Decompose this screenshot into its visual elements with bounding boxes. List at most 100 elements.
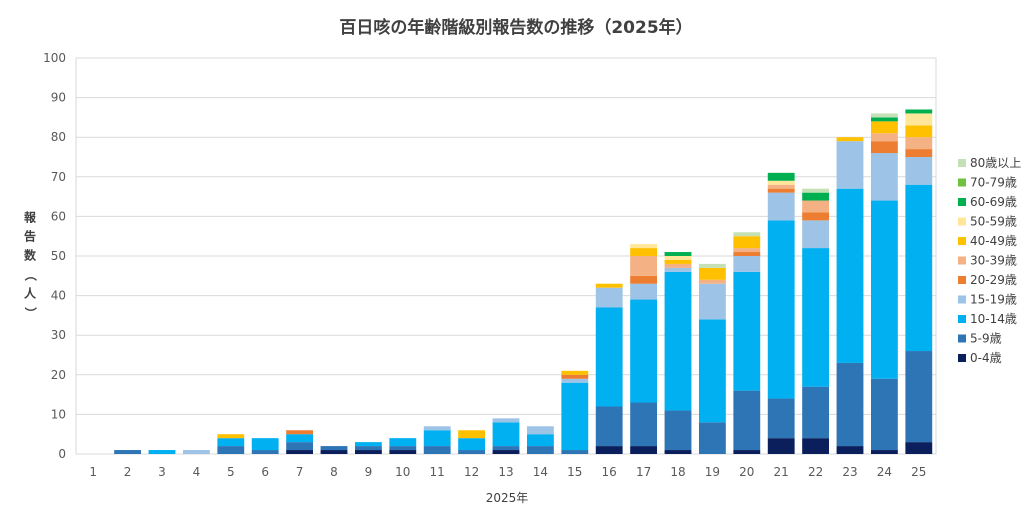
legend-item: 80歳以上 xyxy=(958,156,1021,170)
bar-segment xyxy=(664,259,692,264)
legend-swatch xyxy=(958,295,966,304)
bar-stack xyxy=(286,430,314,454)
bar-stack xyxy=(870,113,898,454)
legend-swatch xyxy=(958,217,966,226)
bars xyxy=(114,109,933,454)
x-tick-label: 25 xyxy=(911,465,926,479)
bar-segment xyxy=(630,248,658,256)
bar-segment xyxy=(767,184,795,189)
bar-segment xyxy=(767,172,795,181)
legend-swatch xyxy=(958,334,966,343)
y-axis-title: 報告数 （ 人 ） xyxy=(24,210,39,320)
legend-label: 40-49歳 xyxy=(970,234,1017,248)
x-tick-label: 24 xyxy=(877,465,892,479)
x-tick-label: 1 xyxy=(89,465,97,479)
legend-label: 0-4歳 xyxy=(970,351,1002,365)
legend-item: 10-14歳 xyxy=(958,312,1017,326)
bar-segment xyxy=(630,446,658,454)
bar-segment xyxy=(836,141,864,189)
y-axis-title-char: （ xyxy=(24,269,39,281)
x-tick-label: 8 xyxy=(330,465,338,479)
bar-segment xyxy=(698,279,726,284)
bar-stack xyxy=(767,172,795,454)
x-tick-label: 2 xyxy=(124,465,132,479)
bar-segment xyxy=(698,319,726,423)
legend-label: 10-14歳 xyxy=(970,312,1017,326)
bar-segment xyxy=(664,271,692,411)
bar-segment xyxy=(733,390,761,451)
bar-segment xyxy=(389,450,417,454)
bar-segment xyxy=(561,370,589,375)
bar-segment xyxy=(286,434,314,443)
bar-segment xyxy=(698,267,726,280)
bar-segment xyxy=(733,450,761,454)
bar-segment xyxy=(905,149,933,157)
bar-segment xyxy=(698,263,726,268)
bar-segment xyxy=(492,446,520,451)
x-tick-label: 7 xyxy=(296,465,304,479)
bar-segment xyxy=(286,430,314,435)
bar-segment xyxy=(492,422,520,447)
bar-stack xyxy=(320,446,348,454)
bar-segment xyxy=(526,446,554,454)
bar-stack xyxy=(664,252,692,454)
y-tick-label: 0 xyxy=(58,447,66,461)
y-axis-title-char: 報 xyxy=(24,210,37,225)
y-axis-title-char: 告 xyxy=(24,229,36,244)
bar-segment xyxy=(698,422,726,454)
bar-stack xyxy=(458,430,486,454)
chart-title: 百日咳の年齢階級別報告数の推移（2025年） xyxy=(339,17,692,38)
legend-item: 60-69歳 xyxy=(958,195,1017,209)
bar-segment xyxy=(458,450,486,454)
x-tick-label: 14 xyxy=(533,465,548,479)
bar-segment xyxy=(148,450,176,454)
bar-segment xyxy=(905,125,933,138)
y-tick-label: 10 xyxy=(51,407,66,421)
bar-segment xyxy=(733,232,761,237)
bar-segment xyxy=(905,157,933,185)
legend-item: 5-9歳 xyxy=(958,332,1002,346)
bar-stack xyxy=(492,418,520,454)
x-tick-label: 12 xyxy=(464,465,479,479)
x-tick-label: 19 xyxy=(705,465,720,479)
bar-segment xyxy=(286,450,314,454)
y-tick-label: 20 xyxy=(51,368,66,382)
bar-stack xyxy=(561,370,589,454)
bar-segment xyxy=(733,236,761,249)
y-tick-label: 50 xyxy=(51,249,66,263)
legend-swatch xyxy=(958,237,966,245)
legend-label: 60-69歳 xyxy=(970,195,1017,209)
bar-segment xyxy=(630,275,658,284)
legend-item: 50-59歳 xyxy=(958,215,1017,229)
y-tick-label: 80 xyxy=(51,130,66,144)
bar-segment xyxy=(836,362,864,447)
bar-segment xyxy=(423,446,451,454)
bar-stack xyxy=(148,450,176,454)
bar-segment xyxy=(526,426,554,435)
x-tick-label: 15 xyxy=(567,465,582,479)
bar-segment xyxy=(354,450,382,454)
y-axis-title-char: 数 xyxy=(24,248,37,263)
bar-stack xyxy=(251,438,279,454)
bar-segment xyxy=(114,450,142,454)
bar-segment xyxy=(905,184,933,352)
bar-segment xyxy=(733,248,761,253)
legend-item: 20-29歳 xyxy=(958,273,1017,287)
y-tick-label: 30 xyxy=(51,328,66,342)
legend-label: 50-59歳 xyxy=(970,215,1017,229)
bar-segment xyxy=(595,287,623,308)
y-tick-label: 100 xyxy=(43,51,66,65)
legend-label: 5-9歳 xyxy=(970,332,1002,346)
bar-segment xyxy=(664,450,692,454)
legend-item: 0-4歳 xyxy=(958,351,1002,365)
bar-segment xyxy=(802,192,830,201)
legend-item: 70-79歳 xyxy=(958,176,1017,190)
bar-segment xyxy=(733,271,761,391)
bar-stack xyxy=(423,426,451,454)
x-tick-label: 4 xyxy=(193,465,201,479)
bar-segment xyxy=(561,450,589,454)
x-tick-label: 23 xyxy=(842,465,857,479)
bar-segment xyxy=(905,137,933,150)
x-tick-label: 22 xyxy=(808,465,823,479)
